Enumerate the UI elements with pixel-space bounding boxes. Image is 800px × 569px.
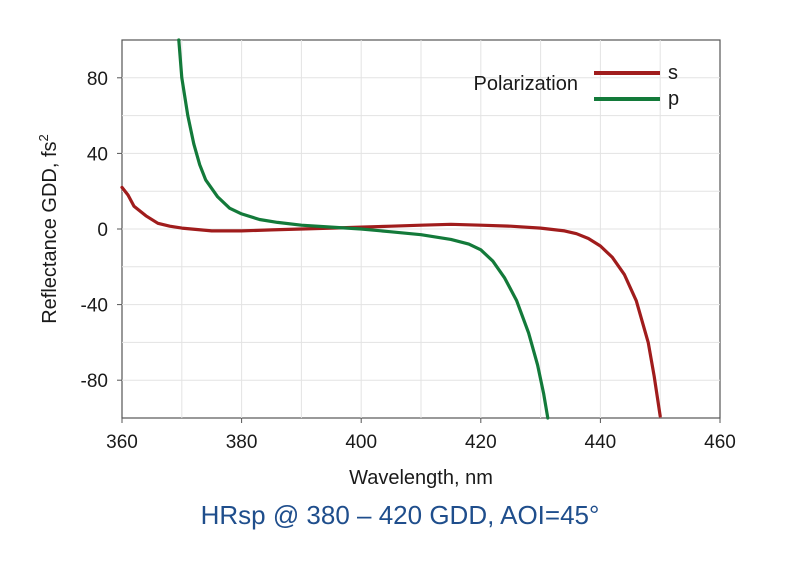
legend-label-s: s: [668, 62, 678, 84]
series-lines: [120, 38, 662, 420]
y-axis-title-text: Reflectance GDD, fs: [39, 141, 61, 323]
legend-title: Polarization: [473, 73, 578, 95]
y-axis-title: Reflectance GDD, fs2: [36, 134, 61, 324]
x-tick-label: 420: [465, 432, 497, 453]
x-tick-label: 360: [106, 432, 138, 453]
series-line-s: [120, 185, 662, 418]
x-axis-title: Wavelength, nm: [349, 467, 493, 489]
x-tick-labels: 360 380 400 420 440 460: [106, 418, 736, 453]
figure-caption: HRsp @ 380 – 420 GDD, AOI=45°: [200, 500, 600, 530]
y-tick-label: -80: [81, 371, 108, 392]
y-tick-label: 0: [97, 220, 108, 241]
y-tick-label: 80: [87, 69, 108, 90]
grid: [122, 40, 720, 418]
x-tick-label: 440: [585, 432, 617, 453]
y-tick-label: 40: [87, 144, 108, 165]
x-tick-label: 380: [226, 432, 258, 453]
x-tick-label: 460: [704, 432, 736, 453]
legend-label-p: p: [668, 88, 679, 110]
x-tick-label: 400: [345, 432, 377, 453]
y-axis-title-superscript: 2: [36, 134, 51, 141]
legend: Polarization s p: [473, 62, 679, 110]
y-tick-labels: 80 40 0 -40 -80: [81, 69, 122, 392]
series-line-p: [177, 38, 550, 420]
y-tick-label: -40: [81, 296, 108, 317]
